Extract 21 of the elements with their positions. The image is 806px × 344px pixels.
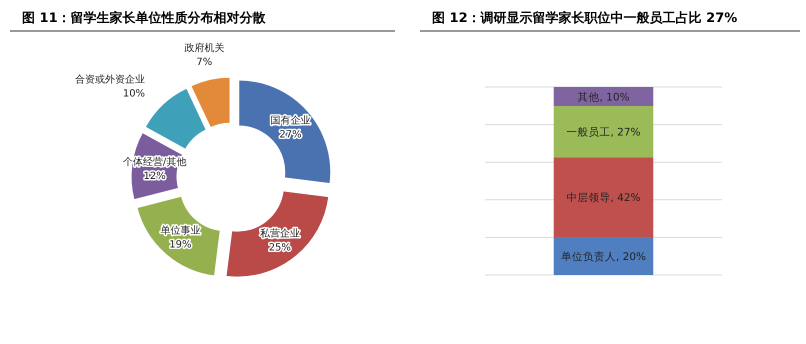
chart-title: 图 11：留学生家长单位性质分布相对分散 [22,10,267,26]
data-label: 10% [122,88,146,100]
data-label: 25% [268,242,291,254]
bar [554,106,654,158]
bar [554,157,654,238]
data-label: 27% [279,129,302,140]
data-label: 一般员工, 27% [566,126,641,139]
data-label: 其他, 10% [577,90,630,104]
bar [554,237,654,275]
data-label: 12% [144,171,166,182]
data-label: 单位负责人, 20% [560,250,646,264]
slice-label: 单位事业 [160,224,200,237]
bar [554,87,654,106]
slice-label: 合资或外资企业 [75,73,146,86]
chart-title: 图 12：调研显示留学家长职位中一般员工占比 27% [432,10,738,26]
slice-label: 私营企业 [260,228,300,240]
data-label: 19% [169,240,192,251]
data-label: 7% [196,57,212,68]
slice-label: 政府机关 [184,42,224,54]
slice-label: 国有企业 [270,114,311,126]
data-label: 中层领导, 42% [566,191,641,204]
